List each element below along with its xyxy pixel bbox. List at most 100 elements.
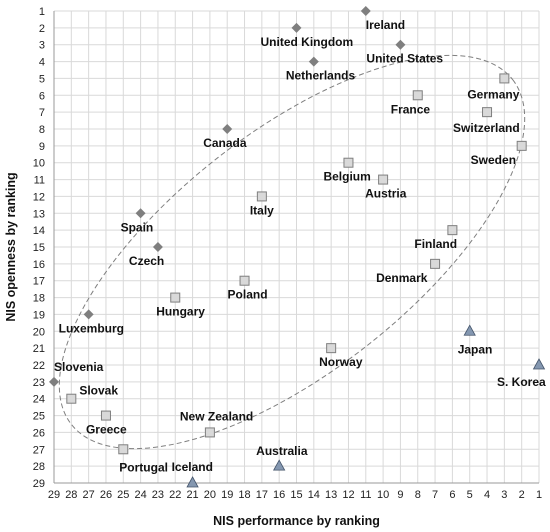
- label-iceland: Iceland: [172, 460, 213, 474]
- y-tick-label: 14: [33, 225, 45, 237]
- x-tick-label: 16: [273, 489, 285, 501]
- y-tick-label: 11: [34, 175, 45, 187]
- label-slovak: Slovak: [79, 384, 118, 398]
- y-tick-label: 25: [33, 411, 45, 423]
- label-hungary: Hungary: [156, 305, 205, 319]
- y-tick-label: 2: [39, 23, 45, 35]
- y-tick-label: 21: [33, 343, 45, 355]
- point-hungary: [170, 292, 181, 303]
- y-tick-label: 28: [33, 461, 45, 473]
- point-finland: [447, 225, 458, 236]
- point-united-kingdom: [291, 22, 302, 33]
- label-canada: Canada: [203, 136, 247, 150]
- x-tick-label: 23: [152, 489, 164, 501]
- label-luxemburg: Luxemburg: [59, 321, 124, 335]
- y-tick-label: 13: [33, 208, 45, 220]
- label-sweden: Sweden: [471, 153, 516, 167]
- label-switzerland: Switzerland: [453, 121, 520, 135]
- y-tick-label: 12: [33, 191, 45, 203]
- x-tick-label: 9: [397, 489, 403, 501]
- point-czech: [152, 242, 163, 252]
- x-tick-label: 18: [238, 489, 250, 501]
- point-france: [412, 90, 423, 101]
- y-tick-label: 22: [33, 360, 45, 372]
- label-ireland: Ireland: [366, 18, 405, 32]
- label-denmark: Denmark: [376, 271, 428, 285]
- point-japan: [463, 324, 476, 336]
- x-tick-label: 29: [48, 489, 60, 501]
- x-tick-label: 22: [169, 489, 181, 501]
- point-austria: [378, 174, 389, 185]
- label-united-kingdom: United Kingdom: [261, 35, 354, 49]
- point-switzerland: [482, 107, 493, 118]
- point-greece: [100, 410, 111, 421]
- x-tick-label: 5: [467, 489, 473, 501]
- y-tick-label: 20: [33, 326, 45, 338]
- label-portugal: Portugal: [119, 460, 168, 474]
- point-germany: [499, 73, 510, 84]
- point-spain: [135, 208, 146, 219]
- data-points: [49, 6, 546, 488]
- y-tick-label: 16: [33, 259, 45, 271]
- x-tick-label: 12: [342, 489, 354, 501]
- y-tick-label: 24: [33, 394, 45, 406]
- point-belgium: [343, 157, 354, 168]
- point-sweden: [516, 140, 527, 151]
- point-ireland: [360, 6, 371, 16]
- x-tick-label: 17: [256, 489, 268, 501]
- y-tick-label: 1: [39, 6, 45, 18]
- point-new-zealand: [204, 427, 215, 438]
- x-tick-label: 15: [290, 489, 302, 501]
- point-s-korea: [532, 358, 546, 370]
- label-germany: Germany: [467, 87, 519, 101]
- label-italy: Italy: [250, 203, 274, 217]
- label-norway: Norway: [319, 355, 363, 369]
- cluster-ellipse: [58, 54, 526, 450]
- x-tick-label: 6: [449, 489, 455, 501]
- y-tick-label: 18: [33, 293, 45, 305]
- y-tick-label: 7: [39, 107, 45, 119]
- y-tick-label: 19: [33, 309, 45, 321]
- point-luxemburg: [83, 309, 94, 320]
- x-tick-label: 10: [377, 489, 389, 501]
- label-s-korea: S. Korea: [497, 375, 546, 389]
- y-tick-label: 4: [39, 57, 45, 69]
- x-tick-label: 1: [536, 489, 542, 501]
- x-tick-label: 13: [325, 489, 337, 501]
- y-tick-label: 15: [33, 242, 45, 254]
- point-denmark: [430, 258, 441, 269]
- label-greece: Greece: [86, 423, 127, 437]
- x-axis-title: NIS performance by ranking: [213, 514, 380, 528]
- y-tick-label: 3: [39, 40, 45, 52]
- point-australia: [273, 459, 286, 471]
- point-united-states: [395, 39, 406, 50]
- point-slovenia: [49, 376, 59, 387]
- point-norway: [326, 343, 337, 354]
- x-tick-label: 3: [501, 489, 507, 501]
- y-tick-label: 29: [33, 478, 45, 490]
- x-tick-label: 11: [360, 489, 371, 501]
- label-belgium: Belgium: [323, 170, 370, 184]
- label-czech: Czech: [129, 254, 164, 268]
- y-tick-label: 26: [33, 427, 45, 439]
- x-tick-label: 2: [519, 489, 525, 501]
- x-tick-label: 27: [83, 489, 95, 501]
- x-tick-label: 8: [415, 489, 421, 501]
- x-tick-label: 19: [221, 489, 233, 501]
- x-tick-label: 25: [117, 489, 129, 501]
- y-tick-label: 17: [33, 276, 45, 288]
- point-portugal: [118, 444, 129, 455]
- y-tick-label: 5: [39, 73, 45, 85]
- point-netherlands: [308, 56, 319, 67]
- x-tick-label: 24: [134, 489, 146, 501]
- point-poland: [239, 275, 250, 286]
- x-tick-label: 7: [432, 489, 438, 501]
- label-netherlands: Netherlands: [286, 69, 356, 83]
- x-tick-label: 26: [100, 489, 112, 501]
- x-tick-label: 14: [308, 489, 320, 501]
- cluster-ellipse-outline: [58, 54, 526, 450]
- y-axis-title: NIS openness by ranking: [4, 172, 18, 321]
- y-tick-label: 27: [33, 444, 45, 456]
